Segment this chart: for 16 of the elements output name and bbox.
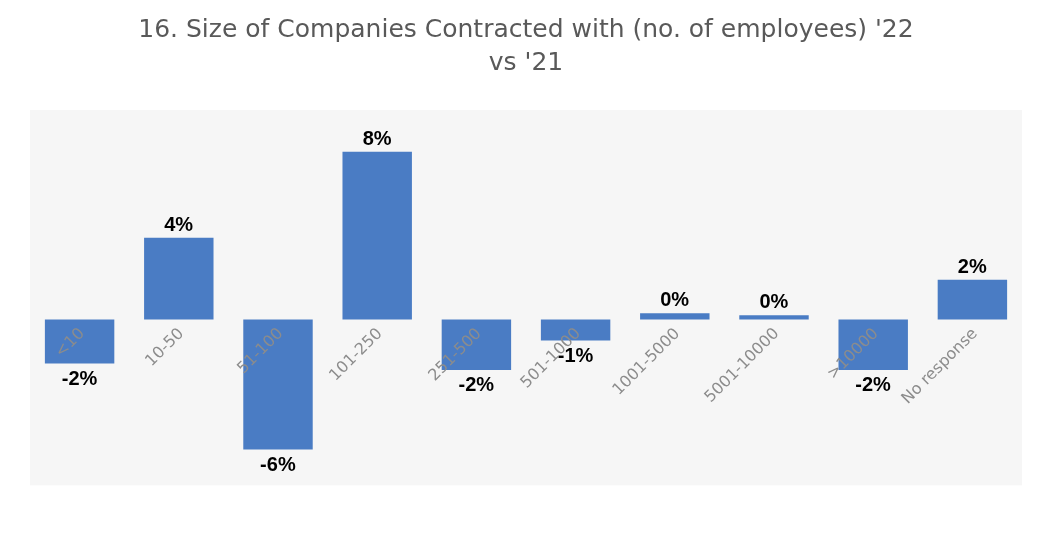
data-label: 4% [164,212,194,235]
data-label: 0% [660,288,690,311]
bar [640,313,710,320]
data-label: -2% [61,366,98,389]
data-label: -2% [855,372,892,395]
bar [937,279,1008,320]
data-label: 2% [957,254,987,277]
bar [342,151,412,320]
data-label: 8% [362,126,392,149]
x-tick-label: <10 [50,323,89,361]
chart-title: 16. Size of Companies Contracted with (no. of employees) '22 vs '21 [138,14,914,76]
bar [739,315,809,320]
bar [44,319,115,364]
bar [144,237,214,320]
data-label: 0% [759,290,789,313]
data-label: -6% [260,452,296,475]
